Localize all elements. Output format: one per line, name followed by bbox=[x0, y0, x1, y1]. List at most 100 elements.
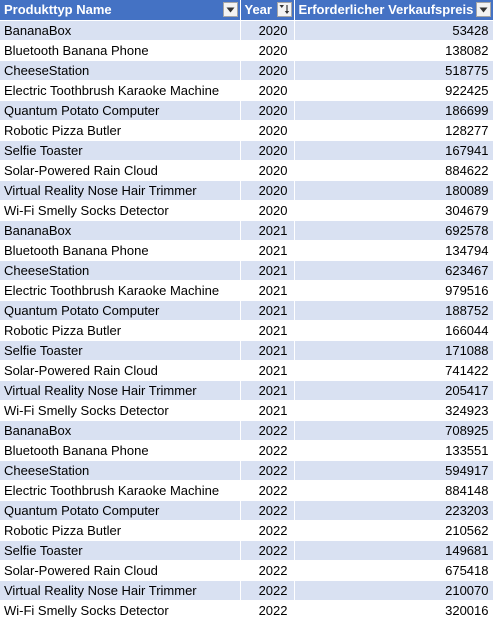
cell-required-price[interactable]: 166044 bbox=[294, 320, 494, 341]
cell-year[interactable]: 2022 bbox=[240, 560, 295, 581]
cell-year[interactable]: 2022 bbox=[240, 440, 295, 461]
cell-required-price[interactable]: 979516 bbox=[294, 280, 494, 301]
cell-year[interactable]: 2022 bbox=[240, 520, 295, 541]
cell-product-type[interactable]: Selfie Toaster bbox=[0, 140, 241, 161]
cell-required-price[interactable]: 149681 bbox=[294, 540, 494, 561]
header-product-type[interactable]: Produkttyp Name bbox=[0, 0, 241, 21]
cell-required-price[interactable]: 188752 bbox=[294, 300, 494, 321]
header-year[interactable]: Year bbox=[240, 0, 295, 21]
cell-product-type[interactable]: Bluetooth Banana Phone bbox=[0, 240, 241, 261]
cell-year[interactable]: 2020 bbox=[240, 40, 295, 61]
cell-product-type[interactable]: Bluetooth Banana Phone bbox=[0, 40, 241, 61]
table-row: Wi-Fi Smelly Socks Detector 2022 320016 bbox=[0, 600, 494, 617]
filter-dropdown-icon[interactable] bbox=[475, 2, 491, 17]
cell-year[interactable]: 2021 bbox=[240, 280, 295, 301]
cell-year[interactable]: 2021 bbox=[240, 240, 295, 261]
cell-required-price[interactable]: 210562 bbox=[294, 520, 494, 541]
cell-required-price[interactable]: 675418 bbox=[294, 560, 494, 581]
cell-year[interactable]: 2021 bbox=[240, 380, 295, 401]
cell-required-price[interactable]: 324923 bbox=[294, 400, 494, 421]
header-required-price[interactable]: Erforderlicher Verkaufspreis bbox=[294, 0, 494, 21]
cell-year[interactable]: 2021 bbox=[240, 320, 295, 341]
cell-product-type[interactable]: CheeseStation bbox=[0, 460, 241, 481]
cell-year[interactable]: 2020 bbox=[240, 80, 295, 101]
cell-required-price[interactable]: 223203 bbox=[294, 500, 494, 521]
cell-product-type[interactable]: Quantum Potato Computer bbox=[0, 300, 241, 321]
cell-year[interactable]: 2020 bbox=[240, 160, 295, 181]
cell-required-price[interactable]: 922425 bbox=[294, 80, 494, 101]
cell-required-price[interactable]: 128277 bbox=[294, 120, 494, 141]
cell-required-price[interactable]: 304679 bbox=[294, 200, 494, 221]
cell-product-type[interactable]: Solar-Powered Rain Cloud bbox=[0, 360, 241, 381]
cell-year[interactable]: 2021 bbox=[240, 340, 295, 361]
cell-required-price[interactable]: 884622 bbox=[294, 160, 494, 181]
cell-product-type[interactable]: BananaBox bbox=[0, 20, 241, 41]
cell-year[interactable]: 2020 bbox=[240, 100, 295, 121]
cell-product-type[interactable]: Electric Toothbrush Karaoke Machine bbox=[0, 80, 241, 101]
cell-year[interactable]: 2020 bbox=[240, 140, 295, 161]
cell-product-type[interactable]: Robotic Pizza Butler bbox=[0, 120, 241, 141]
cell-required-price[interactable]: 884148 bbox=[294, 480, 494, 501]
cell-required-price[interactable]: 171088 bbox=[294, 340, 494, 361]
cell-product-type[interactable]: CheeseStation bbox=[0, 60, 241, 81]
cell-year[interactable]: 2020 bbox=[240, 120, 295, 141]
cell-product-type[interactable]: Solar-Powered Rain Cloud bbox=[0, 160, 241, 181]
cell-required-price[interactable]: 133551 bbox=[294, 440, 494, 461]
cell-required-price[interactable]: 180089 bbox=[294, 180, 494, 201]
cell-product-type[interactable]: Robotic Pizza Butler bbox=[0, 320, 241, 341]
cell-required-price[interactable]: 205417 bbox=[294, 380, 494, 401]
cell-year[interactable]: 2022 bbox=[240, 460, 295, 481]
cell-product-type[interactable]: Selfie Toaster bbox=[0, 540, 241, 561]
cell-product-type[interactable]: Quantum Potato Computer bbox=[0, 100, 241, 121]
table-row: BananaBox 2022 708925 bbox=[0, 420, 494, 441]
cell-year[interactable]: 2022 bbox=[240, 600, 295, 617]
cell-required-price[interactable]: 741422 bbox=[294, 360, 494, 381]
sort-ascending-filter-icon[interactable] bbox=[276, 2, 292, 17]
cell-product-type[interactable]: BananaBox bbox=[0, 420, 241, 441]
header-year-label: Year bbox=[244, 2, 272, 18]
cell-year[interactable]: 2022 bbox=[240, 540, 295, 561]
cell-required-price[interactable]: 594917 bbox=[294, 460, 494, 481]
cell-product-type[interactable]: Wi-Fi Smelly Socks Detector bbox=[0, 400, 241, 421]
cell-product-type[interactable]: Virtual Reality Nose Hair Trimmer bbox=[0, 380, 241, 401]
cell-year[interactable]: 2020 bbox=[240, 180, 295, 201]
cell-year[interactable]: 2022 bbox=[240, 500, 295, 521]
cell-product-type[interactable]: Bluetooth Banana Phone bbox=[0, 440, 241, 461]
cell-product-type[interactable]: Selfie Toaster bbox=[0, 340, 241, 361]
cell-product-type[interactable]: CheeseStation bbox=[0, 260, 241, 281]
cell-required-price[interactable]: 53428 bbox=[294, 20, 494, 41]
cell-year[interactable]: 2021 bbox=[240, 220, 295, 241]
cell-required-price[interactable]: 210070 bbox=[294, 580, 494, 601]
cell-product-type[interactable]: Wi-Fi Smelly Socks Detector bbox=[0, 200, 241, 221]
cell-required-price[interactable]: 167941 bbox=[294, 140, 494, 161]
cell-product-type[interactable]: Electric Toothbrush Karaoke Machine bbox=[0, 280, 241, 301]
cell-year[interactable]: 2020 bbox=[240, 20, 295, 41]
cell-required-price[interactable]: 320016 bbox=[294, 600, 494, 617]
cell-required-price[interactable]: 134794 bbox=[294, 240, 494, 261]
cell-product-type[interactable]: Wi-Fi Smelly Socks Detector bbox=[0, 600, 241, 617]
cell-required-price[interactable]: 138082 bbox=[294, 40, 494, 61]
cell-required-price[interactable]: 692578 bbox=[294, 220, 494, 241]
cell-year[interactable]: 2021 bbox=[240, 400, 295, 421]
cell-year[interactable]: 2022 bbox=[240, 580, 295, 601]
cell-required-price[interactable]: 186699 bbox=[294, 100, 494, 121]
cell-year[interactable]: 2021 bbox=[240, 300, 295, 321]
cell-product-type[interactable]: Virtual Reality Nose Hair Trimmer bbox=[0, 180, 241, 201]
cell-required-price[interactable]: 518775 bbox=[294, 60, 494, 81]
cell-product-type[interactable]: Virtual Reality Nose Hair Trimmer bbox=[0, 580, 241, 601]
cell-required-price[interactable]: 708925 bbox=[294, 420, 494, 441]
cell-product-type[interactable]: Electric Toothbrush Karaoke Machine bbox=[0, 480, 241, 501]
cell-year[interactable]: 2020 bbox=[240, 200, 295, 221]
cell-year[interactable]: 2020 bbox=[240, 60, 295, 81]
cell-year[interactable]: 2022 bbox=[240, 420, 295, 441]
cell-product-type[interactable]: Solar-Powered Rain Cloud bbox=[0, 560, 241, 581]
cell-year[interactable]: 2021 bbox=[240, 260, 295, 281]
cell-year[interactable]: 2022 bbox=[240, 480, 295, 501]
filter-dropdown-icon[interactable] bbox=[222, 2, 238, 17]
cell-year[interactable]: 2021 bbox=[240, 360, 295, 381]
cell-product-type[interactable]: Robotic Pizza Butler bbox=[0, 520, 241, 541]
cell-required-price[interactable]: 623467 bbox=[294, 260, 494, 281]
cell-product-type[interactable]: Quantum Potato Computer bbox=[0, 500, 241, 521]
cell-product-type[interactable]: BananaBox bbox=[0, 220, 241, 241]
